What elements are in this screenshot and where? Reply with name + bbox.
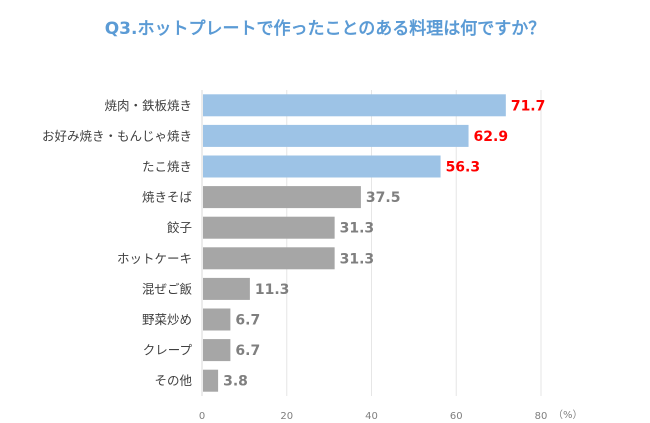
value-label: 6.7 — [235, 343, 260, 359]
category-label: 餃子 — [167, 220, 192, 235]
category-label: お好み焼き・もんじゃ焼き — [42, 128, 192, 143]
category-label: その他 — [154, 373, 192, 388]
value-label: 3.8 — [223, 374, 248, 390]
category-label: たこ焼き — [142, 159, 192, 174]
value-label: 71.7 — [511, 98, 546, 114]
x-tick-label: 60 — [450, 411, 463, 422]
bar — [203, 186, 361, 209]
x-tick-label: 80 — [535, 411, 548, 422]
bar — [203, 369, 219, 392]
chart-title: Q3.ホットプレートで作ったことのある料理は何ですか？ — [104, 19, 546, 39]
value-label: 11.3 — [255, 282, 290, 298]
value-label: 37.5 — [366, 190, 401, 206]
category-label: 混ぜご飯 — [142, 281, 193, 296]
bar — [203, 124, 469, 147]
category-label: 焼肉・鉄板焼き — [104, 98, 192, 113]
category-label: 焼きそば — [142, 190, 193, 205]
category-label: クレープ — [143, 343, 193, 358]
category-label: 野菜炒め — [142, 312, 192, 327]
category-label: ホットケーキ — [117, 251, 192, 266]
value-label: 31.3 — [340, 221, 375, 237]
x-tick-label: 0 — [199, 411, 205, 422]
bar — [203, 216, 335, 239]
bar — [203, 339, 231, 362]
value-label: 31.3 — [340, 251, 375, 267]
bar — [203, 247, 335, 270]
bar — [203, 94, 506, 117]
x-unit-label: （%） — [553, 409, 583, 421]
value-label: 6.7 — [235, 313, 260, 329]
bar — [203, 277, 250, 300]
value-label: 56.3 — [446, 160, 481, 176]
bar — [203, 155, 441, 178]
x-tick-label: 40 — [365, 411, 378, 422]
value-label: 62.9 — [474, 129, 509, 145]
x-tick-label: 20 — [280, 411, 293, 422]
bar — [203, 308, 231, 331]
